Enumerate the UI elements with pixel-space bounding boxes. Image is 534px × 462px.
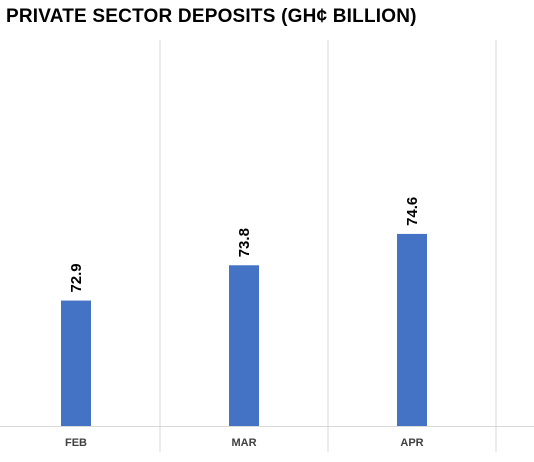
x-tick-label-mar: MAR: [231, 437, 256, 449]
x-tick-label-feb: FEB: [65, 437, 87, 449]
data-label-apr: 74.6: [404, 197, 421, 226]
x-tick-label-apr: APR: [400, 437, 423, 449]
x-tick-labels: FEB MAR APR: [65, 437, 424, 449]
data-labels: 72.9 73.8 74.6: [68, 197, 421, 293]
bar-mar: [229, 265, 259, 426]
data-label-feb: 72.9: [68, 263, 85, 292]
bar-feb: [61, 300, 91, 426]
bar-series: [61, 233, 427, 426]
gridlines: [159, 40, 497, 452]
data-label-mar: 73.8: [236, 228, 253, 257]
bar-apr: [397, 233, 427, 426]
chart-title: PRIVATE SECTOR DEPOSITS (GH¢ BILLION): [6, 6, 417, 27]
